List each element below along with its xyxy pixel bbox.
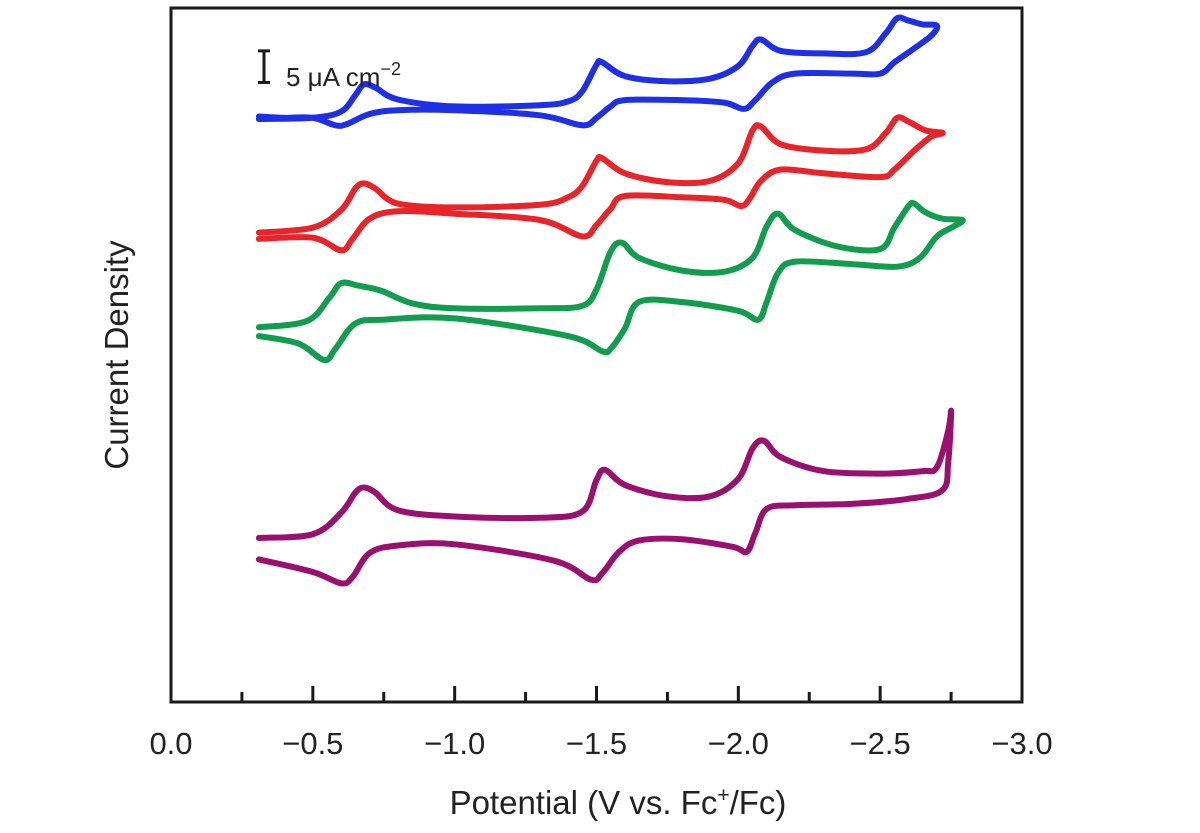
x-tick-label: 0.0 [149, 726, 192, 761]
scale-bar: 5 μA cm−2 [258, 49, 401, 92]
plot-frame [169, 6, 1024, 704]
y-axis-label: Current Density [98, 240, 135, 470]
scale-bar-label: 5 μA cm−2 [286, 59, 401, 92]
cv-trace-2 [255, 114, 946, 254]
x-axis-ticks [169, 686, 1024, 702]
cv-trace-4 [255, 407, 955, 587]
x-tick-label: −1.5 [566, 726, 627, 761]
x-tick-label: −2.0 [708, 726, 769, 761]
cv-trace-3 [255, 199, 966, 364]
x-tick-label: −1.0 [424, 726, 485, 761]
cv-trace-1 [255, 14, 941, 129]
x-axis-tick-labels: 0.0 −0.5 −1.0 −1.5 −2.0 −2.5 −3.0 [149, 726, 1052, 761]
x-tick-label: −3.0 [991, 726, 1052, 761]
x-tick-label: −2.5 [850, 726, 911, 761]
series-layer [255, 14, 966, 587]
x-axis-label: Potential (V vs. Fc+/Fc) [450, 784, 787, 821]
x-tick-label: −0.5 [282, 726, 343, 761]
